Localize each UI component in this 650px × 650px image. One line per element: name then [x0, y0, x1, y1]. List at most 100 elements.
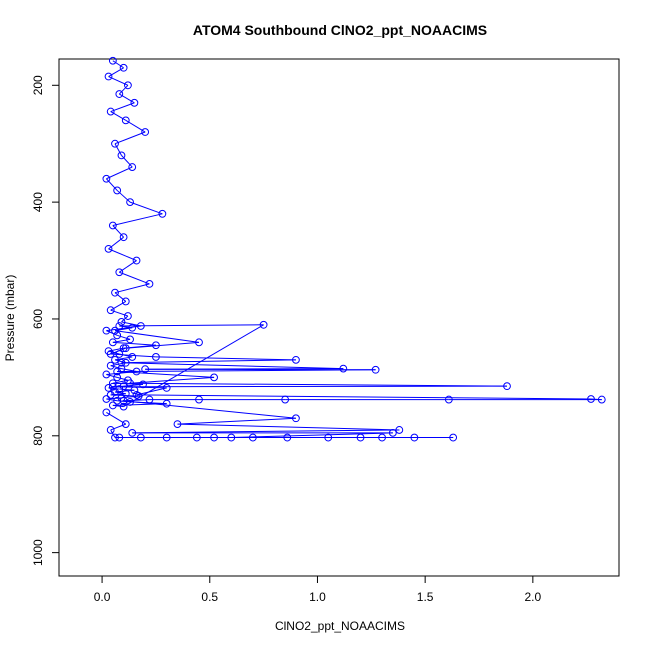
data-point [117, 151, 126, 160]
data-point [106, 391, 115, 399]
data-point [102, 174, 111, 183]
data-point [283, 433, 292, 442]
data-point [227, 433, 236, 442]
plot-frame [58, 58, 620, 577]
data-point [106, 426, 115, 434]
data-point [104, 244, 113, 253]
chart-title: ATOM4 Southbound ClNO2_ppt_NOAACIMS [193, 22, 487, 38]
series-segment [110, 301, 127, 311]
data-point [162, 383, 171, 392]
data-point [119, 344, 128, 353]
series-segment [116, 190, 131, 203]
series-segment [117, 369, 376, 373]
series-segment [136, 394, 592, 400]
data-point [121, 116, 130, 125]
data-point [162, 433, 171, 442]
data-point [141, 128, 150, 136]
series-segment [130, 382, 508, 387]
series-segment [114, 131, 146, 145]
data-point [195, 395, 203, 404]
data-point [106, 350, 115, 358]
data-point [371, 365, 380, 374]
data-point [173, 420, 182, 429]
data-point [597, 395, 606, 404]
y-axis: 200 400 600 800 1000 [31, 75, 60, 566]
data-point [128, 353, 137, 361]
data-point [210, 433, 218, 442]
y-tick-label: 400 [31, 192, 45, 212]
data-point [104, 72, 113, 81]
series-segment [110, 429, 116, 438]
data-point [128, 428, 137, 437]
data-point [126, 198, 134, 207]
data-point [136, 433, 145, 442]
data-point [108, 221, 117, 230]
data-point [248, 433, 257, 442]
series-segment [110, 309, 129, 317]
x-axis-label: ClNO2_ppt_NOAACIMS [275, 619, 405, 633]
series-segment [121, 155, 133, 168]
data-point [128, 163, 137, 171]
data-point [410, 433, 419, 442]
data-point [106, 306, 115, 315]
data-point [106, 361, 115, 370]
data-point [192, 433, 201, 442]
data-point [119, 396, 128, 405]
data-point [115, 90, 124, 98]
series-segment [110, 423, 126, 431]
series-points [102, 56, 606, 442]
series-segment [108, 67, 124, 77]
x-tick-label: 1.5 [417, 590, 434, 604]
data-point [132, 367, 141, 376]
data-point [113, 186, 122, 195]
data-point [119, 402, 128, 411]
data-point [388, 428, 397, 437]
data-point [126, 379, 134, 388]
data-point [115, 268, 124, 277]
data-point [132, 256, 141, 265]
data-point [121, 297, 130, 306]
data-point [292, 355, 300, 364]
data-point [124, 81, 132, 90]
data-point [121, 420, 130, 429]
series-segment [112, 338, 131, 343]
data-point [102, 326, 111, 335]
series-segment [119, 325, 133, 329]
x-tick-label: 1.0 [309, 590, 326, 604]
series-segment [177, 417, 296, 425]
data-point [158, 209, 167, 218]
x-axis: 0.0 0.5 1.0 1.5 2.0 [94, 575, 542, 604]
data-point [395, 426, 404, 434]
data-point [128, 323, 137, 332]
data-point [108, 379, 117, 388]
y-tick-label: 200 [31, 75, 45, 95]
data-point [339, 364, 348, 373]
data-point [587, 395, 595, 403]
series-segment [112, 341, 156, 346]
series-segment [114, 283, 150, 294]
series-segment [106, 373, 118, 378]
series-segment [117, 334, 131, 340]
data-point [119, 233, 128, 242]
data-point [119, 63, 128, 72]
data-point [356, 433, 365, 442]
data-point [324, 433, 333, 442]
series-segment [110, 353, 156, 358]
series-segment [177, 423, 400, 431]
data-point [102, 370, 111, 379]
data-point [111, 433, 119, 442]
x-tick-label: 2.0 [525, 590, 542, 604]
series-segment [108, 248, 137, 262]
data-point [136, 322, 145, 330]
series-segment [119, 271, 150, 285]
data-point [152, 353, 160, 361]
y-tick-label: 800 [31, 425, 45, 445]
data-point [108, 56, 117, 65]
series-segment [123, 400, 296, 419]
series-segment [106, 398, 118, 402]
y-axis-label: Pressure (mbar) [3, 275, 17, 362]
data-point [444, 395, 453, 404]
data-point [108, 338, 117, 347]
x-tick-label: 0.5 [201, 590, 218, 604]
